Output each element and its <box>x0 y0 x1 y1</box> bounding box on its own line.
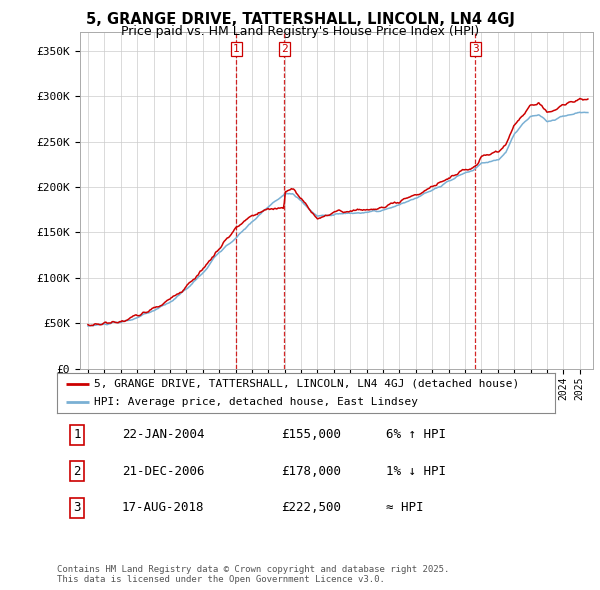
Text: 5, GRANGE DRIVE, TATTERSHALL, LINCOLN, LN4 4GJ: 5, GRANGE DRIVE, TATTERSHALL, LINCOLN, L… <box>86 12 514 27</box>
Text: £155,000: £155,000 <box>281 428 341 441</box>
Text: Contains HM Land Registry data © Crown copyright and database right 2025.
This d: Contains HM Land Registry data © Crown c… <box>57 565 449 584</box>
Text: 1% ↓ HPI: 1% ↓ HPI <box>386 465 446 478</box>
Text: £222,500: £222,500 <box>281 502 341 514</box>
Text: 2: 2 <box>281 44 287 54</box>
Text: 1: 1 <box>233 44 240 54</box>
Text: 21-DEC-2006: 21-DEC-2006 <box>122 465 204 478</box>
Text: 3: 3 <box>73 502 80 514</box>
Text: 5, GRANGE DRIVE, TATTERSHALL, LINCOLN, LN4 4GJ (detached house): 5, GRANGE DRIVE, TATTERSHALL, LINCOLN, L… <box>94 379 520 389</box>
Text: 6% ↑ HPI: 6% ↑ HPI <box>386 428 446 441</box>
Text: ≈ HPI: ≈ HPI <box>386 502 423 514</box>
Text: £178,000: £178,000 <box>281 465 341 478</box>
Text: 2: 2 <box>73 465 80 478</box>
Text: 22-JAN-2004: 22-JAN-2004 <box>122 428 204 441</box>
Text: 1: 1 <box>73 428 80 441</box>
Text: 17-AUG-2018: 17-AUG-2018 <box>122 502 204 514</box>
Text: 3: 3 <box>472 44 479 54</box>
Text: HPI: Average price, detached house, East Lindsey: HPI: Average price, detached house, East… <box>94 397 418 407</box>
Text: Price paid vs. HM Land Registry's House Price Index (HPI): Price paid vs. HM Land Registry's House … <box>121 25 479 38</box>
